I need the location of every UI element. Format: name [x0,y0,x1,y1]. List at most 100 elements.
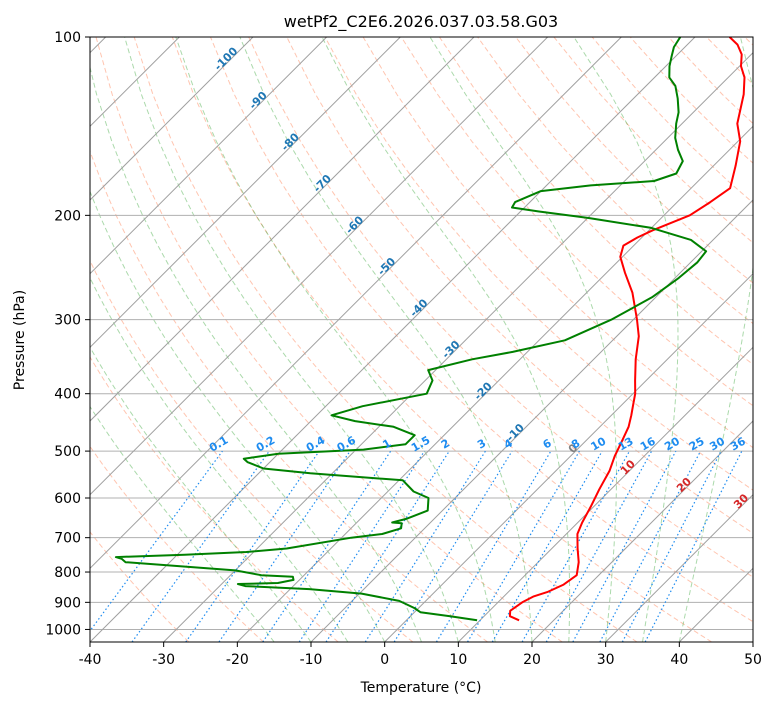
dry-adiabat [400,37,753,407]
moist-adiabat [90,276,349,642]
moist-adiabat [90,190,386,642]
y-axis-ticks: 100 200 300 400 500 600 700 800 900 1000 [45,30,90,638]
mixing-ratio-line [621,450,722,642]
mixing-ratio-line [218,450,351,642]
x-tick-label: 50 [744,652,762,668]
y-tick-label: 1000 [45,622,81,638]
x-axis-ticks: -40 -30 -20 -10 0 10 20 30 40 50 [79,642,762,668]
isotherm-label: -90 [247,89,270,112]
mixing-ratio-line [298,450,425,642]
plot-area: -100-90-80-70-60-50-40-30-20-10010203040… [90,37,753,642]
x-tick-label: -30 [152,652,175,668]
isotherm-label: -60 [343,213,366,236]
y-tick-label: 700 [54,531,81,547]
dry-adiabat [90,259,414,642]
dry-adiabat [591,37,753,204]
x-tick-label: 40 [670,652,688,668]
mixing-ratio-line [325,450,450,642]
isotherm-line [752,641,753,642]
mixing-ratio-line [572,450,677,642]
moist-adiabat [90,405,275,642]
dry-adiabat [210,37,753,623]
y-tick-label: 300 [54,313,81,329]
isotherm-line [605,493,753,642]
y-tick-label: 100 [54,30,81,46]
isotherm-label: 30 [731,491,751,511]
isotherm-line [90,37,328,275]
y-tick-label: 800 [54,565,81,581]
dry-adiabat [90,531,190,642]
dry-adiabat [95,37,563,642]
y-tick-label: 400 [54,387,81,403]
x-tick-label: 0 [380,652,389,668]
x-tick-label: 20 [523,652,541,668]
isotherm-label: -20 [472,379,495,402]
moist-adiabat [678,37,753,642]
dry-adiabat [90,356,339,642]
isotherm-line [90,37,254,201]
mixing-ratio-label: 3 [475,437,488,452]
dry-adiabat [171,37,712,642]
x-tick-label: 30 [597,652,615,668]
mixing-ratio-line [185,450,320,642]
y-tick-label: 200 [54,208,81,224]
mixing-ratio-line [90,450,223,632]
y-axis-label: Pressure (hPa) [12,290,28,390]
mixing-ratio-line [393,450,513,642]
isotherm-line [236,125,753,642]
mixing-ratio-line [644,450,743,642]
isotherm-label: 20 [674,475,694,495]
dry-adiabat [515,37,753,284]
x-axis-label: Temperature (°C) [360,680,482,696]
dry-adiabat [668,37,753,125]
isotherm-line [384,272,753,642]
profile-series [114,37,746,622]
mixing-ratio-line [466,450,580,642]
isotherm-line [90,37,475,422]
dry-adiabat [133,37,638,642]
dry-adiabat [324,37,753,491]
mixing-ratio-line [364,450,486,642]
isotherm-label: -40 [407,296,430,319]
mixing-ratio-line [435,450,552,642]
plot-frame [89,36,754,643]
mixing-ratio-lines [90,450,743,642]
dry-adiabat [90,445,264,642]
isotherm-line [90,37,696,642]
isotherm-line [678,567,753,642]
isotherm-line [163,51,753,642]
dry-adiabat [90,149,488,642]
mixing-ratio-label: 1 [380,437,393,452]
x-tick-label: -20 [226,652,249,668]
dry-adiabats [90,37,753,642]
isotherm-line [90,37,549,496]
moist-adiabat [429,37,618,642]
isotherm-label: -30 [439,338,462,361]
dewpoint-line [114,37,708,622]
moist-adiabat [124,37,459,642]
isotherm-line [457,346,753,642]
y-tick-label: 500 [54,444,81,460]
dry-adiabat [438,37,753,365]
isotherm-line [531,420,753,642]
isotherm-label: -100 [212,44,241,73]
y-tick-label: 900 [54,595,81,611]
moist-adiabats [90,37,753,642]
x-tick-label: 10 [449,652,467,668]
mixing-ratio-line [545,450,653,642]
isotherm-label: -70 [311,172,334,195]
isotherm-line [90,37,401,349]
dry-adiabat [706,37,753,86]
isotherm-label: -80 [279,130,302,153]
dry-adiabat [744,37,753,46]
x-tick-label: -40 [79,652,102,668]
isotherm-line [310,199,753,642]
y-tick-label: 600 [54,491,81,507]
moist-adiabat [175,37,496,642]
dry-adiabat [248,37,753,578]
chart-title: wetPf2_C2E6.2026.037.03.58.G03 [284,12,558,32]
temperature-line [508,37,746,622]
x-tick-label: -10 [300,652,323,668]
moist-adiabat [573,37,679,642]
